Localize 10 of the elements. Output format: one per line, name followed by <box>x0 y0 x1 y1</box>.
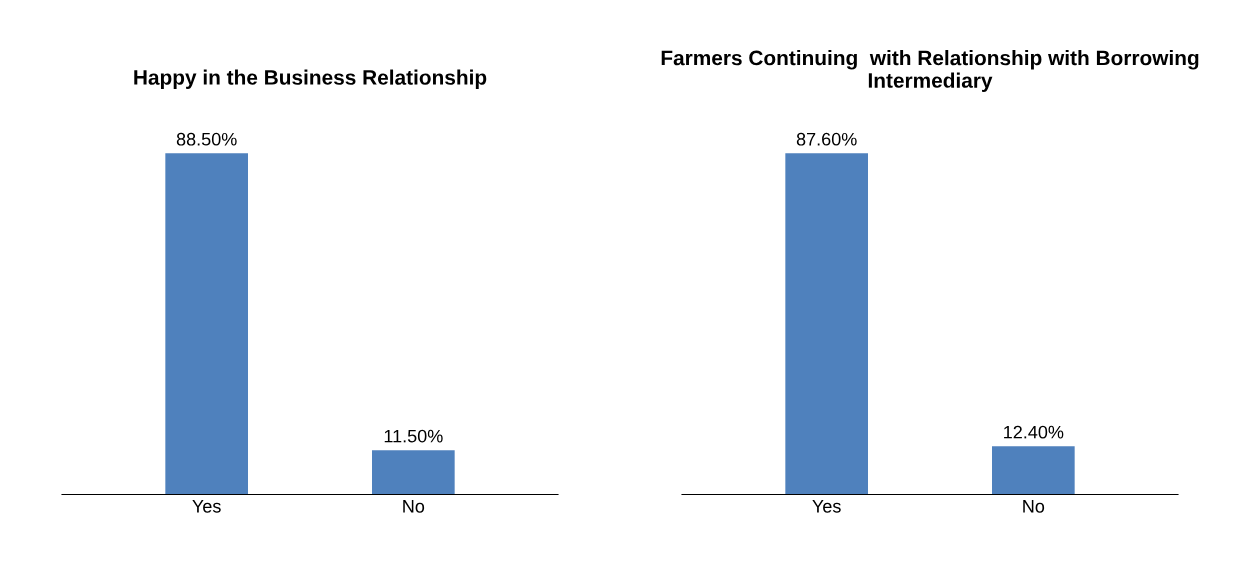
data-label: 87.60% <box>796 132 857 146</box>
data-label: 12.40% <box>1004 425 1064 439</box>
data-label: 11.50% <box>384 429 443 443</box>
x-tick-label: No <box>403 500 425 513</box>
x-tick-label: No <box>1023 500 1045 513</box>
x-tick-label: Yes <box>812 500 841 513</box>
data-label: 88.50% <box>176 132 237 146</box>
x-tick-label: Yes <box>192 500 221 513</box>
chart-title: Happy in the Business Relationship <box>134 69 487 89</box>
chart-title: Farmers Continuing with Relationship with Borrowing Intermediary <box>661 50 1199 92</box>
